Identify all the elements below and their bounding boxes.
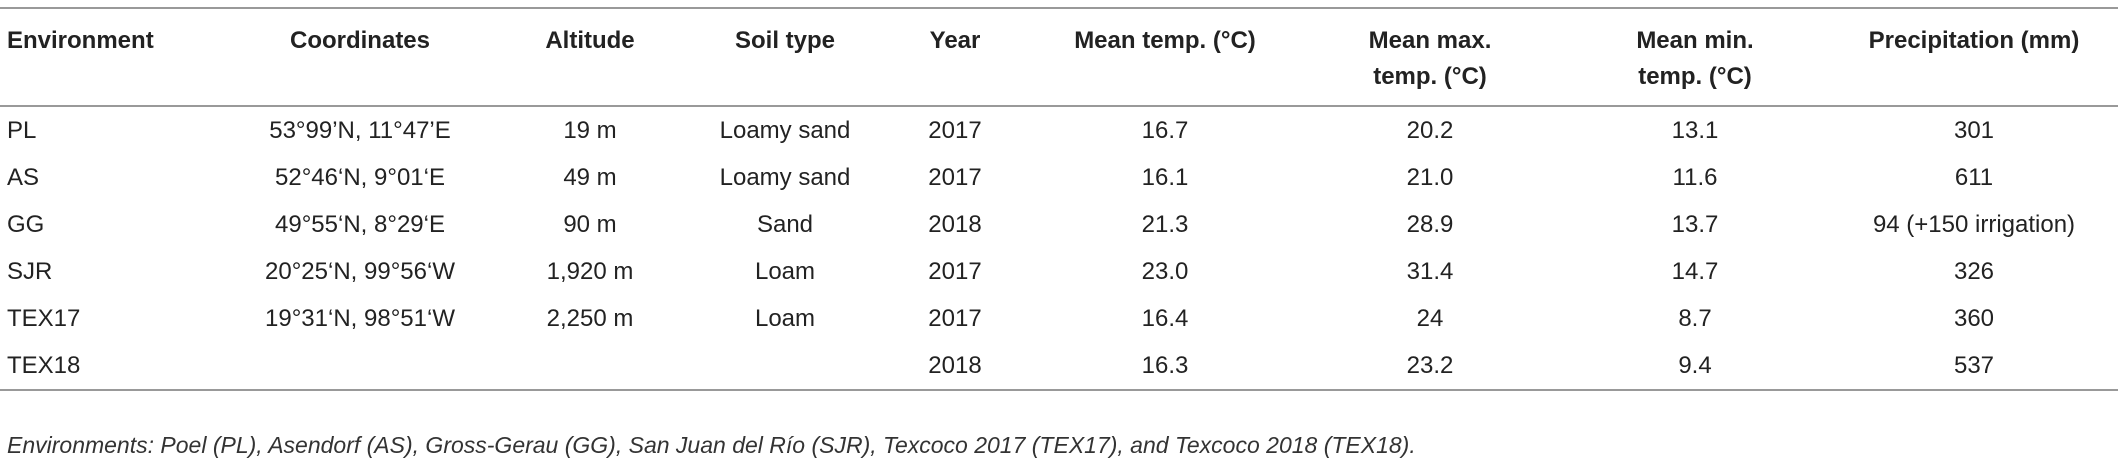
table-cell: Loam [754,258,816,285]
column-header: Environment [0,8,230,106]
table-cell: 13.1 [1671,117,1719,144]
table-row: SJR 20°25‘N, 99°56‘W 1,920 m Loam 2017 23.0 31… [0,248,2118,295]
column-header: Mean temp. (°C) [1030,8,1300,106]
table-cell: 2017 [928,305,982,332]
table-cell: 326 [1953,258,1995,285]
table-cell: 301 [1953,117,1995,144]
table-cell: 2017 [928,164,982,191]
table-body: PL 53°99’N, 11°47’E 19 m Loamy sand 2017 16.7… [0,106,2118,390]
table-cell: 2018 [928,211,982,238]
table-cell: 2017 [928,117,982,144]
table-cell: 2,250 m [546,305,634,332]
header-row: Environment Coordinates Altitude Soil type Y… [0,8,2118,106]
header-text: Environment [7,27,154,54]
table-cell: Loamy sand [719,117,851,144]
table-cell: Sand [756,211,814,238]
header-text: Mean temp. (°C) [1074,27,1256,54]
table-cell [690,342,880,390]
column-header: Year [880,8,1030,106]
table-cell: AS [7,164,40,191]
table-cell: TEX18 [7,352,81,379]
table-cell: Loamy sand [719,164,851,191]
table-cell: 8.7 [1678,305,1712,332]
table-cell [490,342,690,390]
header-text: Coordinates [289,27,430,54]
data-table: Environment Coordinates Altitude Soil type Y… [0,7,2118,391]
column-header: Altitude [490,8,690,106]
column-header: Mean max. temp. (°C) [1300,8,1560,106]
table-cell: 53°99’N, 11°47’E [269,117,451,144]
header-text: Year [929,27,981,54]
table-cell: 11.6 [1672,164,1718,191]
column-header: Coordinates [230,8,490,106]
table-cell: 90 m [563,211,617,238]
table-cell: 19 m [563,117,617,144]
table-cell: 611 [1954,164,1994,191]
table-cell: 2017 [928,258,982,285]
table-cell: GG [7,211,45,238]
table-cell [230,342,490,390]
table-row: TEX17 19°31‘N, 98°51‘W 2,250 m Loam 2017 16.4… [0,295,2118,342]
table-row: PL 53°99’N, 11°47’E 19 m Loamy sand 2017 16.7… [0,106,2118,154]
table-cell: 94 (+150 irrigation) [1872,211,2076,238]
table-cell: 537 [1953,352,1995,379]
table-cell: 21.0 [1406,164,1454,191]
table-cell: 21.3 [1141,211,1189,238]
header-text: Mean max. temp. (°C) [1368,27,1492,90]
table-header: Environment Coordinates Altitude Soil type Y… [0,8,2118,106]
table-row: GG 49°55‘N, 8°29‘E 90 m Sand 2018 21.3 28.9 13.… [0,201,2118,248]
table-cell: 16.1 [1141,164,1189,191]
column-header: Precipitation (mm) [1830,8,2118,106]
table-cell: TEX17 [7,305,81,332]
table-cell: 31.4 [1406,258,1454,285]
table-cell: 16.3 [1141,352,1189,379]
column-header: Soil type [690,8,880,106]
table-cell: 23.2 [1406,352,1454,379]
table-cell: 23.0 [1141,258,1189,285]
table-cell: 360 [1953,305,1995,332]
table-cell: 49 m [563,164,617,191]
table-cell: 9.4 [1678,352,1712,379]
footnote: Environments: Poel (PL), Asendorf (AS), … [7,432,1416,458]
table-cell: 16.7 [1141,117,1189,144]
table-cell: 20°25‘N, 99°56‘W [265,258,455,285]
table-row: AS 52°46‘N, 9°01‘E 49 m Loamy sand 2017 16.1 2… [0,154,2118,201]
table-cell: 28.9 [1406,211,1454,238]
table-cell: 52°46‘N, 9°01‘E [275,164,445,191]
table-cell: 49°55‘N, 8°29‘E [275,211,445,238]
header-text: Precipitation (mm) [1868,27,2080,54]
column-header: Mean min. temp. (°C) [1560,8,1830,106]
table-cell: 16.4 [1141,305,1189,332]
header-text: Mean min. temp. (°C) [1636,27,1754,90]
table-cell: Loam [754,305,816,332]
header-text: Altitude [545,27,635,54]
table-cell: 14.7 [1671,258,1719,285]
table-cell: 19°31‘N, 98°51‘W [265,305,455,332]
table-cell: 13.7 [1671,211,1719,238]
header-text: Soil type [734,27,836,54]
table-cell: SJR [7,258,53,285]
table-row: TEX18 2018 16.3 23.2 9.4 537 [0,342,2118,390]
table-cell: 1,920 m [546,258,634,285]
table-cell: PL [7,117,37,144]
table-cell: 20.2 [1406,117,1454,144]
table-cell: 24 [1416,305,1444,332]
table-cell: 2018 [928,352,982,379]
